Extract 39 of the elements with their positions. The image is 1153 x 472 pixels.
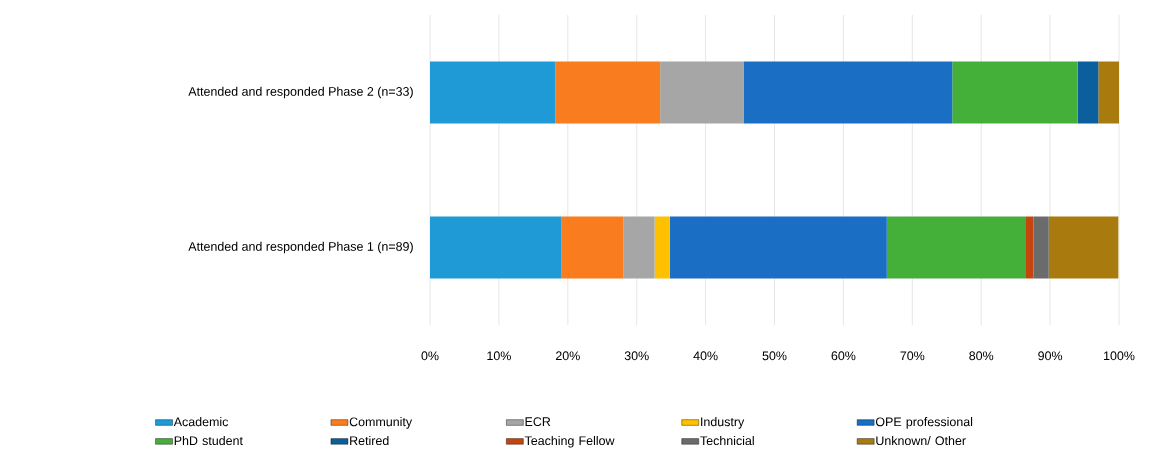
legend-label: Academic: [173, 417, 229, 427]
bar: [654, 216, 670, 279]
bar: [660, 61, 744, 124]
bar: [561, 216, 624, 279]
bar: [1026, 216, 1034, 279]
x-tick-label: 80%: [969, 351, 994, 361]
bar: [743, 61, 953, 124]
bar: [623, 216, 655, 279]
bar: [1098, 61, 1120, 124]
legend-label: Community: [349, 417, 413, 429]
x-tick-label: 30%: [624, 351, 649, 361]
x-tick-label: 40%: [693, 351, 718, 361]
bar: [669, 216, 887, 279]
x-tick-label: 90%: [1038, 351, 1063, 361]
legend-label: ECR: [525, 417, 551, 427]
x-tick-label: 0%: [421, 351, 439, 361]
legend-label: Teaching Fellow: [524, 435, 615, 448]
y-tick-label: Attended and responded Phase 1 (n=89): [188, 241, 413, 254]
x-tick-label: 70%: [900, 351, 925, 361]
bar: [1077, 61, 1099, 124]
x-tick-label: 10%: [487, 351, 511, 361]
legend-label: Unknown/ Other: [876, 435, 966, 446]
x-tick-label: 20%: [555, 351, 580, 361]
bar: [430, 61, 556, 124]
legend-label: OPE professional: [875, 417, 973, 429]
x-tick-label: 100%: [1104, 351, 1135, 361]
x-tick-label: 60%: [831, 351, 856, 361]
legend-label: Industry: [701, 417, 745, 429]
bar: [1033, 216, 1049, 279]
bar: [555, 61, 661, 124]
bar: [1048, 216, 1119, 279]
bar: [886, 216, 1026, 279]
bar: [952, 61, 1078, 124]
x-tick-label: 50%: [762, 351, 787, 361]
y-tick-label: Attended and responded Phase 2 (n=33): [188, 86, 413, 99]
bar: [430, 216, 562, 279]
legend-label: PhD student: [174, 435, 243, 446]
legend-label: Technicial: [700, 435, 754, 446]
legend-label: Retired: [350, 435, 389, 446]
